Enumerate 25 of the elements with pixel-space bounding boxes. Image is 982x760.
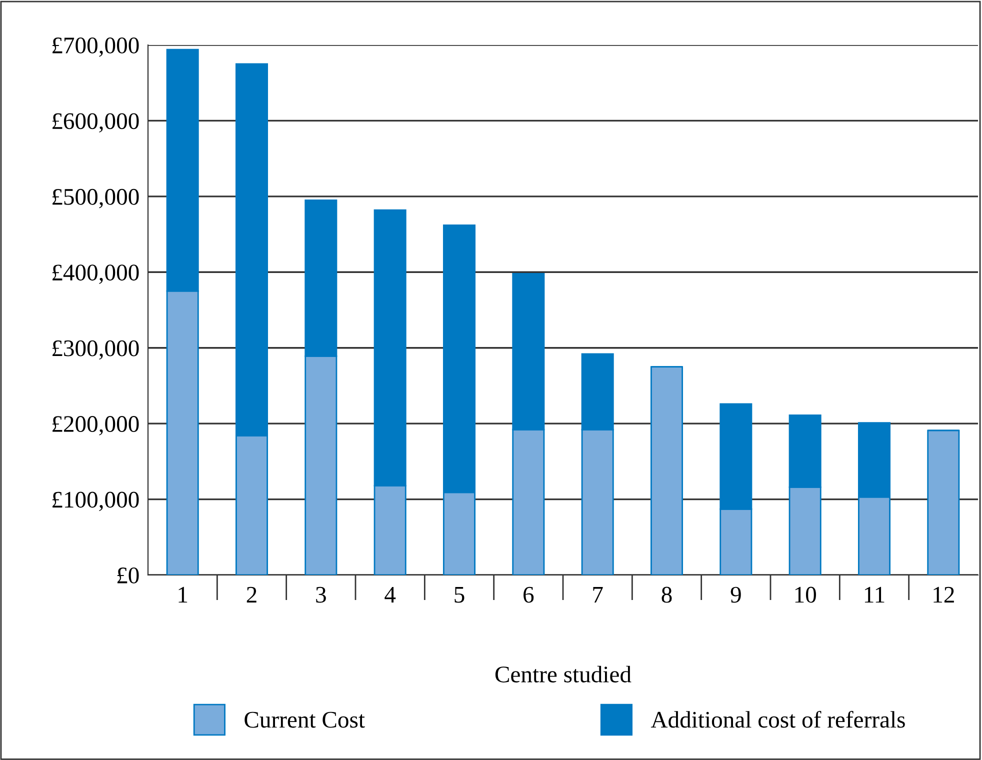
y-tick-label: £0: [117, 567, 139, 584]
x-tick-label: 11: [864, 586, 884, 602]
bar: [927, 430, 960, 575]
y-tick-label: £400,000: [52, 264, 139, 284]
y-tick-label: £300,000: [52, 340, 139, 360]
legend-label: Additional cost of referrals: [650, 710, 905, 728]
x-tick-label: 5: [454, 587, 464, 603]
x-tick-label: 3: [316, 586, 326, 603]
y-tick-label: £200,000: [52, 416, 139, 436]
bar: [650, 366, 684, 575]
x-tick-label: 4: [384, 586, 396, 602]
x-tick-label: 1: [178, 586, 188, 602]
x-tick-label: 8: [662, 586, 672, 603]
x-tick-label: 2: [246, 586, 256, 602]
y-tick-label: £700,000: [52, 37, 139, 57]
y-tick-label: £600,000: [52, 113, 139, 133]
x-tick-label: 12: [934, 586, 954, 602]
x-tick-label: 10: [795, 586, 816, 603]
y-tick-label: £500,000: [52, 188, 139, 208]
x-tick-label: 9: [730, 586, 741, 603]
x-tick-label: 7: [593, 587, 603, 602]
legend-label: Current Cost: [244, 712, 365, 728]
y-tick-label: £100,000: [52, 492, 139, 512]
x-tick-label: 6: [524, 586, 534, 603]
x-axis-title: Centre studied: [495, 666, 632, 682]
